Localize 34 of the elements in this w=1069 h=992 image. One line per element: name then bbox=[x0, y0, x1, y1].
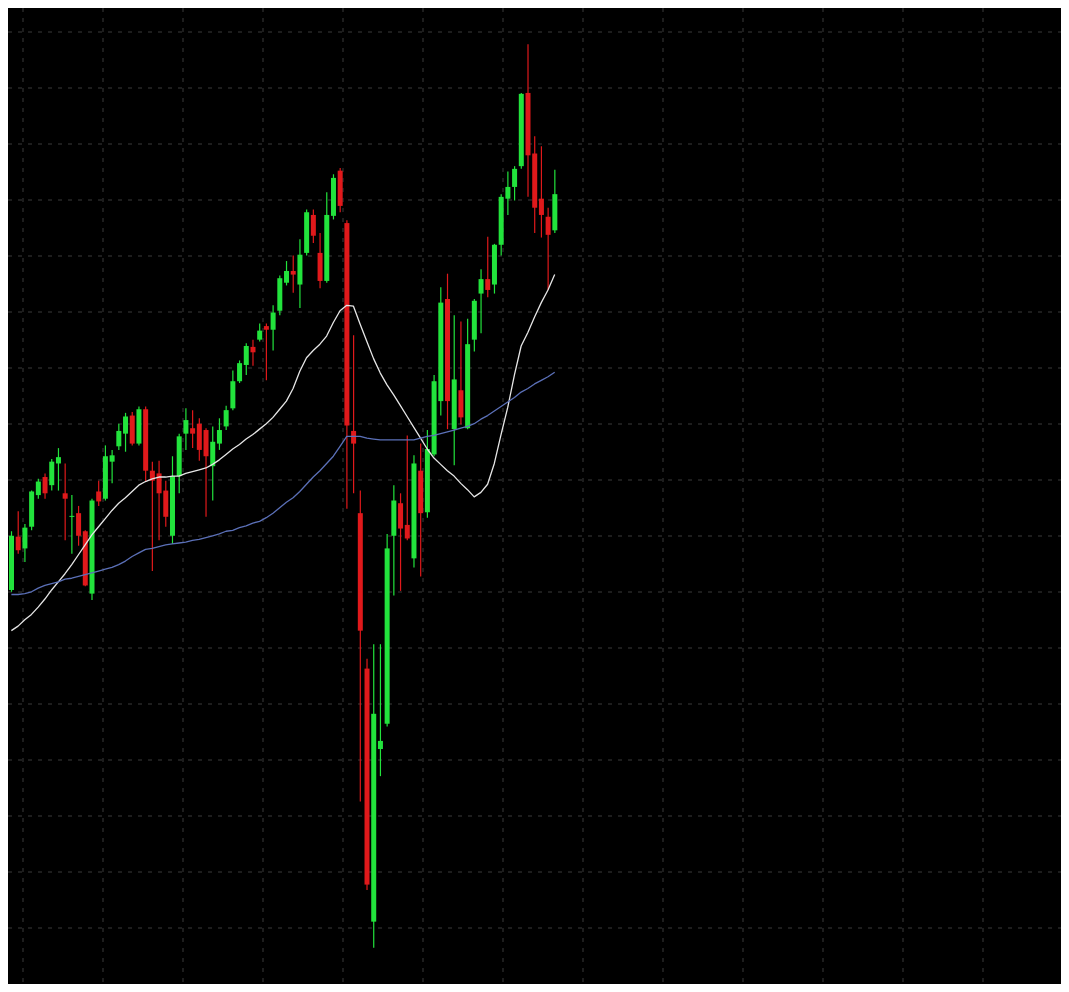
candlestick bbox=[512, 165, 518, 202]
candlestick bbox=[270, 304, 276, 352]
candlestick bbox=[69, 494, 75, 555]
candlestick bbox=[223, 405, 229, 431]
candlestick bbox=[62, 462, 68, 541]
candlestick bbox=[538, 145, 544, 239]
candlestick bbox=[116, 423, 122, 451]
candlestick bbox=[250, 339, 256, 367]
candlestick bbox=[183, 407, 189, 451]
candlestick bbox=[35, 478, 41, 500]
candlestick bbox=[109, 449, 115, 484]
candlestick bbox=[76, 505, 82, 547]
candlestick bbox=[404, 434, 410, 541]
candlestick bbox=[478, 268, 484, 334]
candlestick bbox=[545, 207, 551, 291]
candlestick bbox=[243, 342, 249, 376]
candlestick bbox=[42, 472, 48, 500]
candlestick bbox=[263, 322, 269, 381]
candlestick bbox=[310, 208, 316, 244]
candlestick bbox=[257, 322, 263, 343]
candlestick bbox=[377, 643, 383, 777]
candlestick bbox=[216, 417, 222, 451]
candlestick bbox=[15, 510, 21, 555]
candlestick bbox=[49, 458, 55, 492]
candlestick bbox=[96, 480, 102, 507]
candlestick bbox=[485, 236, 491, 298]
candlestick bbox=[237, 359, 243, 384]
candlestick bbox=[284, 260, 290, 287]
candlestick bbox=[351, 334, 357, 494]
candlestick bbox=[22, 523, 28, 563]
candlestick bbox=[123, 412, 129, 453]
candlestick bbox=[190, 409, 196, 449]
candlestick bbox=[55, 447, 61, 492]
candlestick bbox=[290, 255, 296, 294]
